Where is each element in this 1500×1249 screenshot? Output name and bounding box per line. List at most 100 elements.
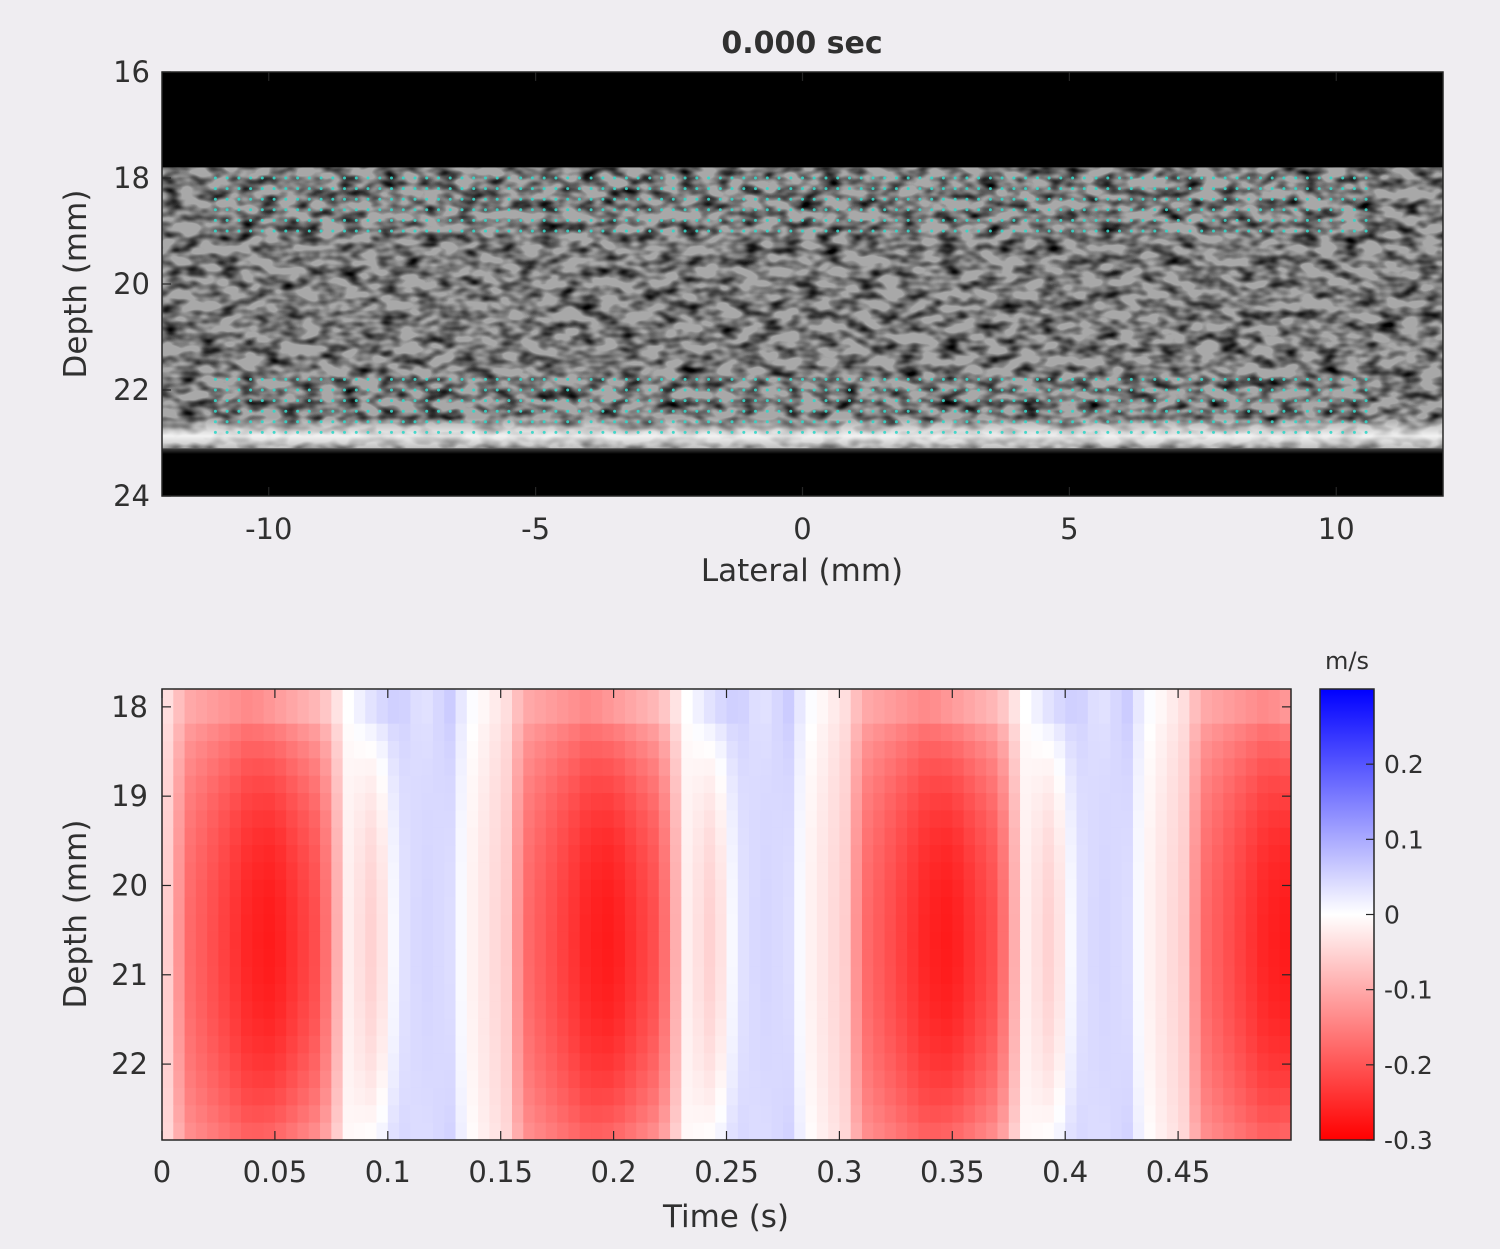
- overlay-dot: [1141, 430, 1145, 434]
- heatmap-cell: [1076, 827, 1089, 846]
- heatmap-cell: [715, 862, 728, 881]
- heatmap-cell: [263, 758, 276, 777]
- overlay-dot: [1047, 197, 1051, 201]
- overlay-dot: [1270, 399, 1274, 403]
- heatmap-cell: [1223, 914, 1236, 933]
- heatmap-cell: [726, 845, 739, 864]
- heatmap-cell: [613, 966, 626, 985]
- heatmap-cell: [974, 689, 987, 707]
- heatmap-cell: [376, 827, 389, 846]
- heatmap-cell: [1245, 723, 1258, 742]
- heatmap-cell: [895, 862, 908, 881]
- heatmap-cell: [387, 1070, 400, 1089]
- overlay-dot: [601, 377, 605, 381]
- overlay-dot: [765, 197, 769, 201]
- heatmap-cell: [749, 1122, 761, 1140]
- heatmap-cell: [839, 1001, 852, 1020]
- heatmap-cell: [952, 775, 965, 794]
- heatmap-cell: [692, 1087, 705, 1106]
- heatmap-cell: [1178, 1087, 1190, 1106]
- overlay-dot: [530, 208, 534, 212]
- overlay-dot: [577, 399, 581, 403]
- heatmap-cell: [1234, 810, 1247, 829]
- heatmap-cell: [771, 758, 784, 777]
- heatmap-cell: [1166, 1070, 1179, 1089]
- heatmap-cell: [929, 949, 942, 968]
- heatmap-cell: [1132, 741, 1145, 759]
- overlay-dot: [636, 409, 640, 413]
- overlay-dot: [554, 229, 558, 233]
- heatmap-cell: [1121, 931, 1134, 950]
- heatmap-row: [162, 1053, 1291, 1072]
- heatmap-cell: [353, 810, 366, 829]
- overlay-dot: [1094, 229, 1098, 233]
- heatmap-cell: [602, 1070, 615, 1089]
- overlay-dot: [812, 218, 816, 222]
- heatmap-cell: [1042, 1053, 1055, 1072]
- heatmap-cell: [511, 689, 524, 707]
- heatmap-cell: [500, 983, 513, 1002]
- overlay-dot: [554, 377, 558, 381]
- overlay-dot: [707, 218, 711, 222]
- overlay-dot: [883, 420, 887, 424]
- overlay-dot: [613, 176, 617, 180]
- overlay-dot: [859, 409, 863, 413]
- heatmap-cell: [1110, 983, 1123, 1002]
- heatmap-cell: [432, 741, 445, 759]
- heatmap-cell: [602, 775, 615, 794]
- heatmap-cell: [636, 810, 649, 829]
- heatmap-cell: [715, 879, 728, 898]
- overlay-dot: [272, 208, 276, 212]
- heatmap-cell: [466, 845, 479, 864]
- heatmap-cell: [624, 845, 637, 864]
- heatmap-cell: [286, 706, 299, 725]
- overlay-dot: [601, 409, 605, 413]
- heatmap-cell: [963, 949, 976, 968]
- overlay-dot: [1165, 420, 1168, 424]
- heatmap-cell: [1200, 983, 1213, 1002]
- overlay-dot: [953, 388, 957, 392]
- heatmap-cell: [861, 1035, 874, 1054]
- overlay-dot: [601, 208, 605, 212]
- overlay-dot: [883, 399, 887, 403]
- heatmap-cell: [624, 914, 637, 933]
- heatmap-cell: [613, 879, 626, 898]
- heatmap-cell: [907, 741, 920, 759]
- overlay-dot: [883, 229, 887, 233]
- overlay-dot: [519, 197, 523, 201]
- heatmap-cell: [715, 931, 728, 950]
- heatmap-cell: [929, 758, 942, 777]
- overlay-dot: [836, 409, 840, 413]
- heatmap-cell: [1279, 775, 1291, 794]
- overlay-dot: [331, 430, 335, 434]
- overlay-dot: [1282, 399, 1286, 403]
- overlay-dot: [1012, 420, 1016, 424]
- heatmap-cell: [974, 862, 987, 881]
- heatmap-cell: [455, 966, 468, 985]
- heatmap-cell: [591, 1035, 603, 1054]
- heatmap-cell: [782, 966, 795, 985]
- heatmap-cell: [1166, 1001, 1179, 1020]
- overlay-dot: [1012, 399, 1016, 403]
- heatmap-cell: [1166, 793, 1179, 812]
- heatmap-cell: [1234, 1035, 1247, 1054]
- heatmap-cell: [173, 879, 186, 898]
- heatmap-cell: [320, 810, 332, 829]
- overlay-dot: [495, 197, 499, 201]
- heatmap-cell: [545, 914, 558, 933]
- heatmap-cell: [1166, 897, 1179, 916]
- heatmap-cell: [1189, 723, 1202, 742]
- heatmap-cell: [884, 1122, 897, 1140]
- overlay-dot: [624, 218, 628, 222]
- heatmap-cell: [365, 897, 378, 916]
- overlay-dot: [1200, 377, 1204, 381]
- overlay-dot: [296, 208, 300, 212]
- overlay-dot: [213, 377, 217, 381]
- heatmap-cell: [895, 689, 908, 707]
- overlay-dot: [1071, 176, 1075, 180]
- heatmap-cell: [1166, 845, 1179, 864]
- heatmap-cell: [1132, 827, 1145, 846]
- heatmap-cell: [794, 949, 807, 968]
- overlay-dot: [683, 409, 687, 413]
- heatmap-cell: [816, 810, 829, 829]
